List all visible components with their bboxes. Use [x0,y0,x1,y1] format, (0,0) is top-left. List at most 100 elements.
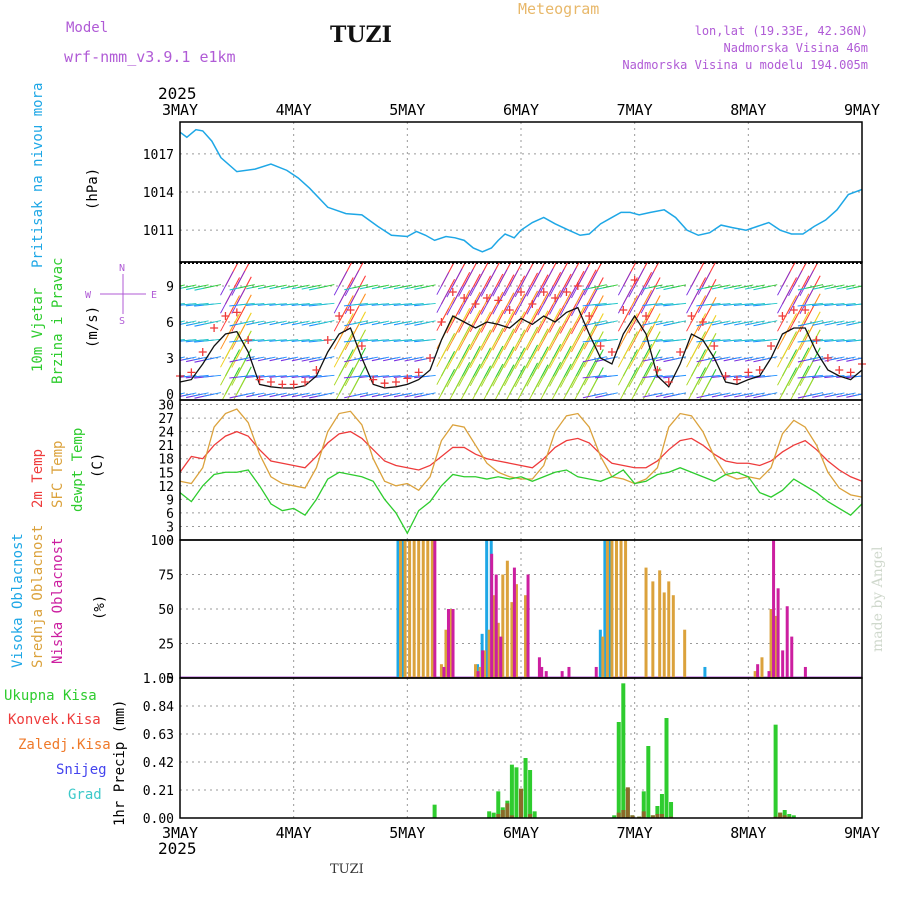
wind-arrow [193,302,209,306]
wind-arrow [410,375,424,378]
wind-gust-marker [596,342,605,350]
cloud-bar [510,602,514,678]
wind-arrow [317,374,335,378]
wind-ylabel-0: 10m Vjetar [30,288,46,372]
wind-arrow [458,287,474,315]
wind-arrow [583,289,598,314]
wind-gust-marker [335,312,344,320]
wind-arrow [317,320,335,325]
wind-gust-marker [357,342,366,350]
cloud-bar [430,540,434,678]
wind-gust-marker [573,282,582,290]
wind-arrow [526,269,542,297]
wind-arrow [458,323,474,351]
wind-arrow [286,303,299,306]
wind-arrow [480,323,497,351]
pressure-ylabel-0: Pritisak na nivou mora [30,83,46,268]
wind-arrow [458,359,474,387]
wind-arrow [729,356,742,360]
wind-arrow [203,356,222,361]
cloud-bar [560,671,564,678]
wind-arrow [649,303,663,306]
rain-conv-bar [496,814,501,818]
wind-gust-marker [266,378,275,386]
wind-gust-marker [301,378,310,386]
station-title: TUZI [330,22,392,48]
time-label-top: 7MAY [617,101,653,119]
wind-arrow [297,303,310,306]
wind-gust-marker [755,366,764,374]
wind-gust-marker [528,300,537,308]
time-label-top: 6MAY [503,101,539,119]
wind-gust-marker [323,336,332,344]
wind-arrow [514,322,531,352]
precipitation-frame [179,677,863,819]
wind-arrow [590,338,607,342]
wind-arrow [399,375,413,378]
wind-gust-marker [244,336,253,344]
cloud-ylabel-0: Visoka Oblacnost [10,533,26,668]
wind-arrow [661,339,674,342]
rain-total-bar [491,812,496,818]
wind-arrow [583,361,598,386]
temperature-ytick-label: 24 [158,426,174,441]
wind-arrow [806,284,824,289]
wind-arrow [333,289,348,314]
wind-arrow [399,339,413,342]
wind-arrow [286,339,299,342]
wind-arrow [180,284,185,287]
wind-arrow [819,338,834,342]
wind-arrow [503,324,519,351]
wind-arrow [333,343,348,368]
wind-arrow [717,356,731,361]
cloud-bar [658,570,662,678]
wind-arrow [549,359,565,387]
wind-arrow [751,284,765,289]
wind-arrow [237,392,255,397]
wind-arrow [297,375,310,378]
wind-arrow [333,361,348,386]
cloud-bar [514,584,518,678]
wind-arrow [788,360,803,387]
wind-arrow [729,303,742,306]
wind-arrow [365,303,379,306]
cloud-bar [540,666,544,678]
wind-gust-marker [732,375,741,384]
wind-gust-marker [289,380,298,389]
wind-arrow [649,284,663,289]
wind-arrow [788,270,803,297]
wind-arrow [777,307,791,332]
rain-total-bar [791,815,796,818]
legend-grad: Grad [68,787,102,803]
wind-arrow [275,392,287,396]
wind-ylabel-1: Brzina i Pravac [50,258,66,384]
wind-arrow [788,342,803,369]
wind-arrow [661,320,674,324]
clouds-ytick-label: 100 [151,534,174,549]
cloud-bar [756,664,760,678]
wind-arrow [180,340,181,341]
wind-arrow [231,324,246,350]
rain-total-bar [669,802,674,818]
wind-arrow [640,271,655,296]
legend-snijeg: Snijeg [56,762,107,778]
wind-arrow [751,392,765,397]
wind-arrow [853,339,862,342]
station-altitude: Nadmorska Visina 46m [723,41,869,55]
model-altitude: Nadmorska Visina u modelu 194.005m [622,58,868,72]
wind-arrow [819,392,834,397]
precipitation-ytick-label: 1.05 [143,672,174,687]
wind-arrow [421,284,436,289]
wind-arrow [365,356,378,360]
wind-ytick-label: 9 [166,280,174,295]
temperature-ytick-label: 3 [166,520,174,535]
wind-arrow [617,307,632,332]
wind-arrow [819,374,834,378]
wind-arrow [628,358,645,388]
temperature-ytick-label: 15 [158,466,174,481]
wind-gust-marker [744,368,753,377]
time-label-top: 5MAY [389,101,425,119]
wind-arrow [237,302,255,306]
location-coords: lon,lat (19.33E, 42.36N) [694,24,868,38]
